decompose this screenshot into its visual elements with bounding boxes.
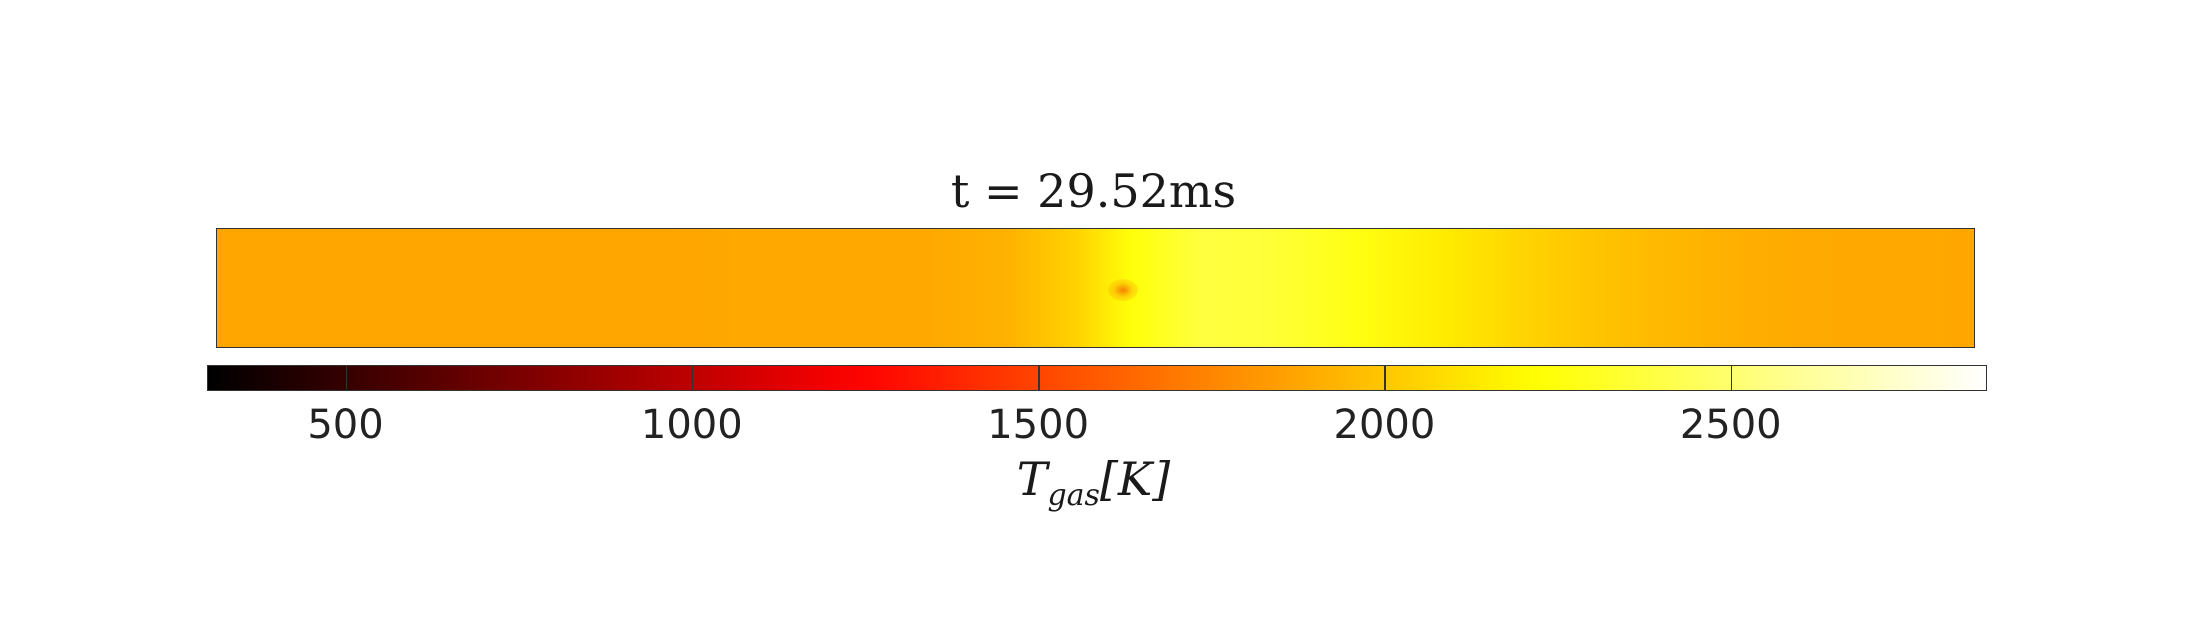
heatmap-hotspot (1108, 279, 1138, 301)
colorbar-tick-label: 2500 (1679, 402, 1782, 448)
colorbar-tick-mark (345, 365, 348, 391)
colorbar-tick-label: 1500 (987, 402, 1090, 448)
colorbar-tick-mark (1038, 365, 1040, 391)
colorbar-label: Tgas[K] (1016, 452, 1171, 514)
colorbar-tick-label: 1000 (640, 402, 743, 448)
colorbar-tick-mark (1384, 365, 1386, 391)
colorbar (207, 365, 1987, 391)
colorbar-tick-mark (691, 365, 694, 391)
plot-title: t = 29.52ms (950, 164, 1237, 218)
colorbar-tick-label: 2000 (1333, 402, 1436, 448)
temperature-heatmap (216, 228, 1975, 348)
colorbar-tick-mark (1730, 365, 1733, 391)
colorbar-tick-label: 500 (307, 402, 384, 448)
